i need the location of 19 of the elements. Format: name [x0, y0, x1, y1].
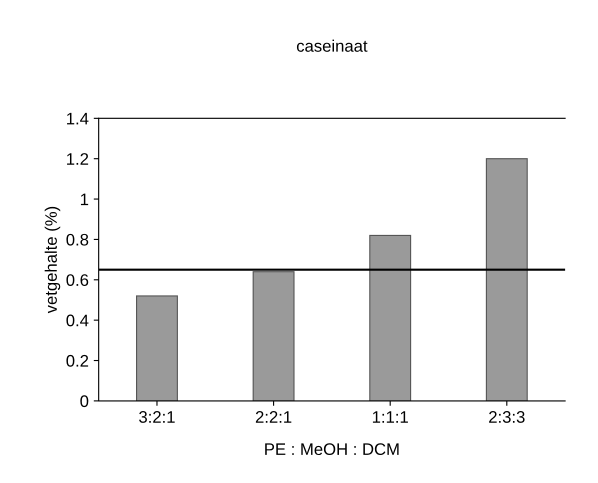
bar [369, 234, 412, 401]
y-tick-label: 0.2 [66, 354, 88, 367]
y-tick-label: 0.6 [66, 274, 88, 286]
y-tick-label: 0.8 [66, 234, 88, 246]
y-tick-label: 1.4 [67, 112, 88, 124]
x-tick-label: 2:2:1 [256, 411, 292, 423]
x-axis-title: PE : MeOH : DCM [265, 443, 399, 456]
y-tick-label: 0.4 [66, 314, 88, 326]
x-tick-label: 1:1:1 [372, 411, 408, 423]
bar [252, 271, 295, 401]
y-tick-label: 1.2 [67, 153, 88, 165]
bar [136, 295, 178, 401]
x-tick-label: 3:2:1 [139, 411, 175, 423]
chart-title: caseinaat [296, 40, 368, 52]
y-tick-label: 1 [80, 194, 88, 206]
x-tick-label: 2:3:3 [489, 411, 525, 423]
y-tick-label: 0 [80, 395, 88, 408]
bar [486, 158, 528, 401]
y-axis-title: vetgehalte (%) [44, 206, 60, 314]
